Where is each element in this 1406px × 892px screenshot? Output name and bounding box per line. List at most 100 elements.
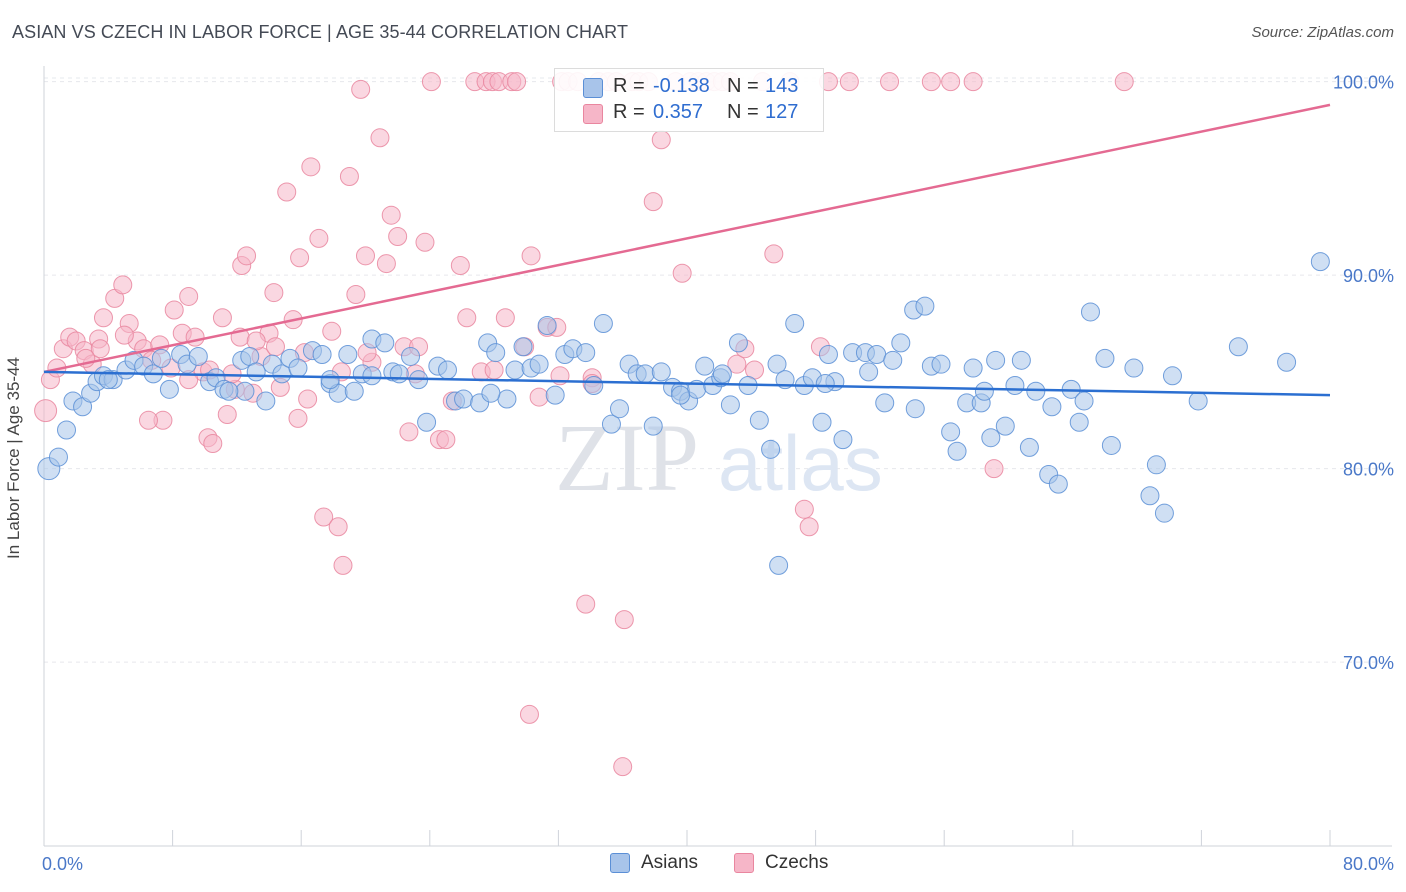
axes xyxy=(43,66,1392,847)
asians-point xyxy=(941,422,961,442)
asians-point xyxy=(437,360,457,380)
czechs-point xyxy=(138,410,158,430)
asians-point xyxy=(749,410,769,430)
czechs-point xyxy=(217,404,237,424)
asians-point xyxy=(1095,348,1115,368)
czechs-point xyxy=(727,354,747,374)
asians-point xyxy=(1019,437,1039,457)
asians-point xyxy=(497,389,517,409)
asians-point xyxy=(769,555,789,575)
asians-point xyxy=(995,416,1015,436)
legend-r-label: R = xyxy=(613,101,645,123)
czechs-point xyxy=(415,232,435,252)
asians-point xyxy=(375,333,395,353)
czechs-point xyxy=(114,325,134,345)
asians-point xyxy=(417,412,437,432)
czechs-point xyxy=(90,339,110,359)
asians-legend-label: Asians xyxy=(641,852,699,873)
asians-point xyxy=(931,354,951,374)
czechs-point xyxy=(507,72,527,92)
y-tick-label: 90.0% xyxy=(1343,266,1394,286)
czechs-point xyxy=(298,389,318,409)
asians-point xyxy=(246,362,266,382)
czechs-point xyxy=(529,387,549,407)
czechs-point xyxy=(839,72,859,92)
czechs-point xyxy=(356,246,375,266)
stats-legend: R = -0.138 N = 143 R = 0.357 N = 127 xyxy=(554,68,824,132)
legend-r-label: R = xyxy=(613,75,645,97)
czechs-point xyxy=(613,757,633,777)
czechs-point xyxy=(519,704,539,724)
czechs-point xyxy=(421,72,441,92)
y-tick-label: 100.0% xyxy=(1333,73,1394,93)
czechs-legend-swatch xyxy=(734,853,754,873)
asians-point xyxy=(219,381,239,401)
asians-point xyxy=(256,391,276,411)
asians-point xyxy=(695,356,715,376)
czechs-point xyxy=(484,360,504,380)
czechs-point xyxy=(794,499,814,519)
asians-point xyxy=(159,379,179,399)
x-tick-label-min: 0.0% xyxy=(42,854,83,874)
czechs-point xyxy=(301,157,321,177)
asians-point xyxy=(188,346,208,366)
czechs-point xyxy=(1114,72,1134,92)
czechs-point xyxy=(203,434,223,454)
asians-point xyxy=(389,364,409,384)
asians-point xyxy=(891,333,911,353)
asians-trend-line xyxy=(43,370,1331,397)
asians-point xyxy=(761,439,781,459)
asians-point xyxy=(915,296,935,316)
czechs-point xyxy=(333,555,353,575)
asians-point xyxy=(859,362,879,382)
watermark-atlas: atlas xyxy=(718,419,883,507)
asians-point xyxy=(576,343,596,363)
legend-r-value: 0.357 xyxy=(653,101,704,123)
asians-point xyxy=(1048,474,1068,494)
czechs-point xyxy=(322,321,342,341)
asians-point xyxy=(48,447,68,467)
czechs-point xyxy=(963,72,983,92)
czechs-point xyxy=(265,337,285,357)
legend-n-value: 143 xyxy=(765,75,799,97)
legend-n-label: N = xyxy=(727,101,759,123)
asians-point xyxy=(728,333,748,353)
czechs-legend-label: Czechs xyxy=(765,852,829,873)
asians-point xyxy=(905,399,925,419)
watermark-zip: ZIP xyxy=(555,404,699,511)
asians-point xyxy=(344,381,364,401)
czechs-swatch xyxy=(583,104,603,124)
asians-points xyxy=(37,252,1330,575)
asians-point xyxy=(947,441,967,461)
asians-point xyxy=(151,348,171,368)
asians-point xyxy=(1069,412,1089,432)
asians-point xyxy=(974,381,994,401)
asians-point xyxy=(1011,350,1031,370)
czechs-point xyxy=(179,286,199,306)
czechs-point xyxy=(351,79,371,99)
czechs-point xyxy=(264,283,284,303)
asians-point xyxy=(235,381,255,401)
asians-point xyxy=(545,385,565,405)
asians-point xyxy=(833,430,853,450)
asians-point xyxy=(1080,302,1100,322)
czechs-point xyxy=(576,594,596,614)
asians-point xyxy=(505,360,525,380)
asians-point xyxy=(1228,337,1248,357)
asians-point xyxy=(720,395,740,415)
czechs-point xyxy=(309,228,329,248)
czechs-point xyxy=(399,422,419,442)
czechs-point xyxy=(672,263,692,283)
asians-point xyxy=(481,383,501,403)
czechs-point xyxy=(288,408,308,428)
czechs-point xyxy=(212,308,232,328)
asians-point xyxy=(601,414,621,434)
watermark: ZIP atlas xyxy=(555,404,883,511)
czechs-point xyxy=(457,308,477,328)
czechs-point xyxy=(290,248,310,268)
czechs-point xyxy=(495,308,515,328)
czechs-point xyxy=(164,300,184,320)
legend-n-value: 127 xyxy=(765,101,799,123)
asians-point xyxy=(57,420,77,440)
